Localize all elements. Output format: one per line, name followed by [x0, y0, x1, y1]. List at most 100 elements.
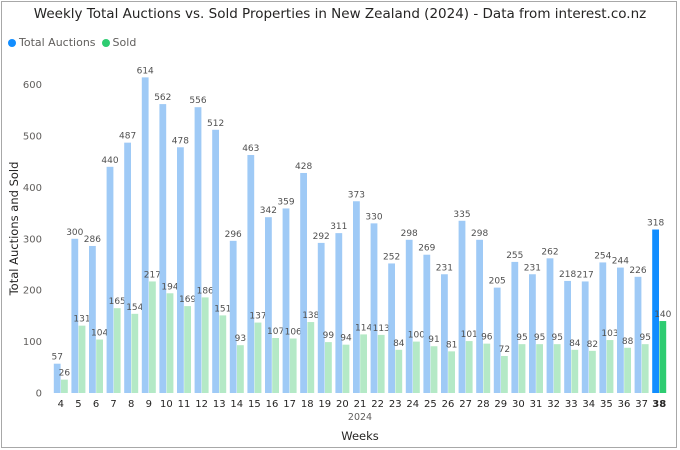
- data-label-total-auctions: 428: [295, 162, 312, 172]
- data-label-total-auctions: 487: [119, 132, 136, 142]
- bar-sold[interactable]: [606, 340, 614, 393]
- bar-sold[interactable]: [325, 342, 332, 393]
- bar-total-auctions[interactable]: [476, 239, 483, 393]
- legend-item-total-auctions[interactable]: Total Auctions: [8, 36, 96, 49]
- bar-total-auctions[interactable]: [546, 258, 554, 393]
- bar-sold[interactable]: [131, 313, 139, 393]
- bar-total-auctions[interactable]: [581, 281, 589, 393]
- data-label-total-auctions: 478: [172, 136, 189, 146]
- bar-sold[interactable]: [342, 344, 350, 393]
- bar-sold[interactable]: [272, 337, 279, 393]
- bar-total-auctions[interactable]: [511, 261, 519, 393]
- data-label-sold: 101: [461, 330, 478, 340]
- x-tick-label: 12: [195, 399, 208, 410]
- bar-total-auctions[interactable]: [493, 287, 501, 393]
- bar-sold[interactable]: [589, 350, 596, 393]
- bar-total-auctions[interactable]: [194, 107, 202, 394]
- bar-sold[interactable]: [501, 355, 508, 393]
- bar-sold[interactable]: [219, 315, 227, 393]
- bar-sold[interactable]: [624, 347, 631, 393]
- bar-sold[interactable]: [553, 344, 561, 393]
- bar-total-auctions[interactable]: [282, 208, 290, 393]
- x-tick-label: 31: [530, 399, 543, 410]
- bar-total-auctions[interactable]: [353, 201, 360, 393]
- x-tick-label: 36: [618, 399, 631, 410]
- bar-total-auctions[interactable]: [529, 274, 536, 393]
- data-label-total-auctions: 556: [189, 96, 206, 106]
- bar-total-auctions[interactable]: [300, 172, 307, 393]
- bar-total-auctions[interactable]: [229, 240, 237, 393]
- bar-total-auctions[interactable]: [388, 263, 395, 393]
- data-label-total-auctions: 57: [51, 353, 62, 363]
- legend-item-sold[interactable]: Sold: [101, 36, 136, 49]
- bar-sold[interactable]: [61, 379, 68, 393]
- bar-total-auctions[interactable]: [247, 154, 255, 393]
- bar-total-auctions[interactable]: [370, 223, 378, 393]
- data-label-sold: 100: [408, 331, 425, 341]
- legend-swatch-sold: [101, 38, 110, 47]
- bar-total-auctions[interactable]: [405, 239, 413, 393]
- bar-total-auctions[interactable]: [106, 166, 114, 393]
- bar-sold[interactable]: [641, 344, 649, 393]
- x-tick-label: 35: [600, 399, 613, 410]
- bar-sold[interactable]: [465, 341, 473, 393]
- data-label-total-auctions: 311: [330, 222, 347, 232]
- bar-sold[interactable]: [149, 281, 156, 393]
- x-axis-title: Weeks: [341, 429, 379, 443]
- bar-total-auctions[interactable]: [159, 104, 167, 394]
- bar-sold[interactable]: [413, 341, 420, 393]
- bar-total-auctions[interactable]: [599, 262, 607, 393]
- data-label-sold: 88: [622, 337, 634, 347]
- data-label-total-auctions: 300: [66, 228, 83, 238]
- bar-sold[interactable]: [360, 334, 367, 393]
- bar-sold[interactable]: [659, 321, 667, 393]
- bar-total-auctions[interactable]: [335, 233, 343, 393]
- x-tick-label: 6: [93, 399, 99, 410]
- data-label-total-auctions: 217: [577, 270, 594, 280]
- bar-total-auctions[interactable]: [423, 254, 431, 393]
- bar-total-auctions[interactable]: [317, 242, 325, 393]
- bar-sold[interactable]: [289, 338, 297, 393]
- bar-sold[interactable]: [96, 339, 103, 393]
- bar-total-auctions[interactable]: [124, 142, 131, 393]
- bar-sold[interactable]: [377, 334, 385, 393]
- data-label-total-auctions: 512: [207, 119, 224, 129]
- bar-total-auctions[interactable]: [89, 245, 96, 393]
- data-label-total-auctions: 255: [506, 251, 523, 261]
- bar-sold[interactable]: [184, 306, 191, 393]
- bar-sold[interactable]: [518, 344, 526, 393]
- bar-total-auctions[interactable]: [265, 217, 272, 393]
- bar-sold[interactable]: [254, 322, 262, 393]
- x-tick-label: 19: [318, 399, 331, 410]
- bar-sold[interactable]: [166, 293, 174, 393]
- bar-total-auctions[interactable]: [458, 220, 466, 393]
- bar-sold[interactable]: [307, 322, 315, 393]
- bar-sold[interactable]: [201, 297, 209, 393]
- bar-sold[interactable]: [430, 346, 438, 393]
- data-label-sold: 95: [551, 333, 562, 343]
- bar-total-auctions[interactable]: [617, 267, 624, 393]
- bar-total-auctions[interactable]: [634, 276, 642, 393]
- bar-total-auctions[interactable]: [53, 363, 61, 393]
- data-label-total-auctions: 296: [225, 230, 242, 240]
- bar-total-auctions[interactable]: [564, 280, 571, 393]
- data-label-total-auctions: 286: [84, 235, 101, 245]
- x-tick-label: 37: [635, 399, 648, 410]
- data-label-sold: 138: [302, 311, 319, 321]
- bar-sold[interactable]: [113, 308, 121, 393]
- bar-total-auctions[interactable]: [212, 129, 219, 394]
- bar-sold[interactable]: [536, 344, 543, 393]
- bar-sold[interactable]: [483, 343, 491, 393]
- bar-sold[interactable]: [237, 345, 244, 393]
- bar-total-auctions[interactable]: [141, 77, 149, 393]
- bar-total-auctions[interactable]: [652, 229, 659, 393]
- bar-total-auctions[interactable]: [441, 274, 448, 393]
- data-label-total-auctions: 231: [436, 263, 453, 273]
- bar-sold[interactable]: [78, 325, 86, 393]
- bar-sold[interactable]: [571, 349, 579, 393]
- x-tick-label: 29: [494, 399, 507, 410]
- bar-sold[interactable]: [448, 351, 455, 393]
- bar-total-auctions[interactable]: [177, 147, 184, 393]
- bar-total-auctions[interactable]: [71, 238, 79, 393]
- bar-sold[interactable]: [395, 349, 403, 393]
